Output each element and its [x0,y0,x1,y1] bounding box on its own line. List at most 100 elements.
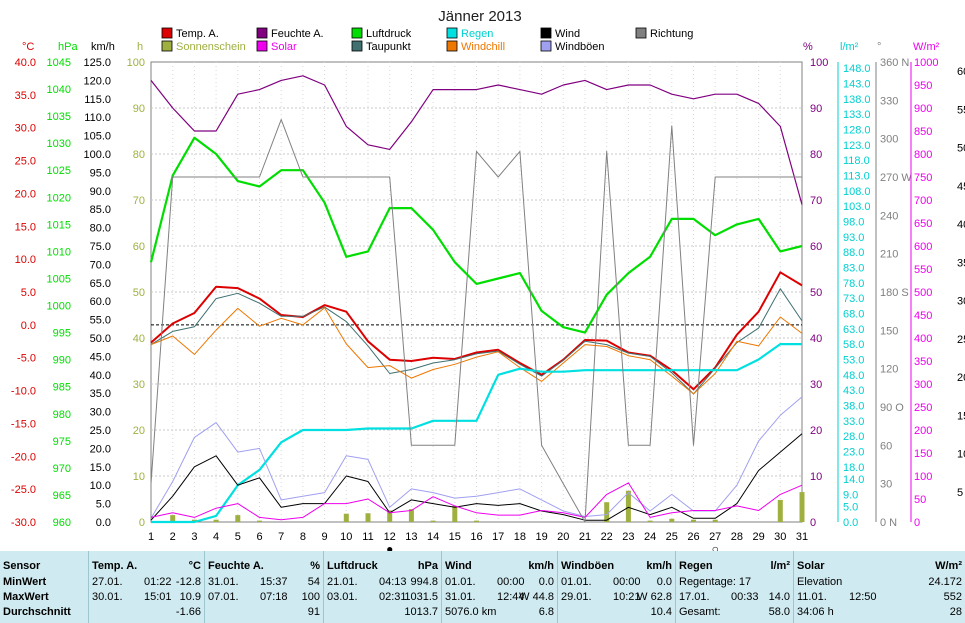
axis-tick-label: 0 N [880,517,897,529]
axis-tick-label: 65.0 [90,278,111,290]
legend-label: Temp. A. [176,28,219,40]
sunshine-bar [365,513,371,522]
axis-tick-label: 20 [133,425,145,437]
legend-swatch [635,27,647,39]
legend-label: Windchill [461,41,505,53]
axis-tick-label: 25.0 [15,156,36,168]
x-tick-label: 11 [362,531,373,543]
sunshine-bar [257,520,262,522]
axis-tick-label: 35 [957,257,965,269]
axis-tick-label: 123.0 [843,140,871,152]
axis-tick-label: 80.0 [90,223,111,235]
x-tick-label: 27 [709,531,721,543]
axis-tick-label: 40 [957,219,965,231]
axis-unit-label: % [803,41,813,53]
axis-tick-label: 100 [127,57,145,69]
stats-cell: 07.01. [208,591,239,603]
axis-tick-label: 83.0 [843,262,864,274]
axis-tick-label: 985 [53,382,71,394]
axis-tick-label: 80 [810,149,822,161]
axis-tick-label: 975 [53,436,71,448]
x-tick-label: 13 [405,531,417,543]
stats-row: 31.01. 12:44 W 44.8 [445,591,554,606]
stats-row: 27.01. 01:22 -12.8 [92,576,201,591]
axis-tick-label: 500 [914,287,932,299]
x-tick-label: 26 [687,531,699,543]
axis-tick-label: 60.0 [90,296,111,308]
stats-cell: Durchschnitt [3,606,71,618]
axis-tick-label: 650 [914,218,932,230]
axis-tick-label: 180 S [880,287,909,299]
stats-column-header: Wind km/h [445,560,554,572]
axis-tick-label: 28.0 [843,431,864,443]
axis-tick-label: 960 [53,517,71,529]
axis-tick-label: 360 N [880,57,909,69]
sunshine-bar [799,492,805,522]
axis-tick-label: 250 [914,402,932,414]
axis-tick-label: 60 [880,440,892,452]
axis-tick-label: 0.0 [843,517,858,529]
stats-column-header: Feuchte A.% [208,560,320,572]
stats-cell: 1013.7 [404,606,438,618]
series-line-regen [151,343,802,524]
monthly-weather-chart: Jänner 2013 Temp. A. Feuchte A. Luftdruck Re… [11,8,965,551]
legend-swatch [256,27,268,39]
axis-tick-label: 73.0 [843,293,864,305]
axis-tick-label: 900 [914,103,932,115]
stats-cell: 54 [307,576,320,588]
x-tick-label: 23 [622,531,634,543]
axis-tick-label: 143.0 [843,78,871,90]
stats-cell: 11.01. [797,591,827,603]
stats-cell: 31.01. [445,591,476,603]
axis-unit-label: hPa [58,41,78,53]
x-tick-label: 8 [300,531,306,543]
sunshine-bar [430,520,436,522]
legend-label: Richtung [650,28,693,40]
stats-cell: 10.9 [179,591,201,603]
stats-row: 01.01. 00:00 0.0 [561,576,672,591]
stats-cell: 17.01. [679,591,710,603]
chart-title: Jänner 2013 [438,8,521,25]
sunshine-bar [691,519,696,522]
x-tick-label: 29 [752,531,764,543]
axis-tick-label: 100 [914,471,932,483]
axis-tick-label: 950 [914,80,932,92]
stats-cell: 994.8 [410,576,438,588]
axis-tick-label: 600 [914,241,932,253]
axis-tick-label: 80 [133,149,145,161]
axis-tick-label: 70 [133,195,145,207]
axis-tick-label: 5.0 [96,499,111,511]
series-line-luftdruck [149,136,803,334]
axis-tick-label: -5.0 [17,353,36,365]
stats-cell: 07:18 [260,591,288,603]
axis-tick-label: 40 [810,333,822,345]
series-line-windchill [150,307,803,395]
axis-tick-label: 90 [133,103,145,115]
stats-cell: Gesamt: [679,606,721,618]
axis-tick-label: 60 [133,241,145,253]
stats-cell: MaxWert [3,591,49,603]
sunshine-bar [777,499,783,522]
axis-tick-label: 50 [810,287,822,299]
axis-tick-label: 40.0 [15,57,36,69]
axis-tick-label: 10 [133,471,145,483]
stats-cell: 34:06 h [797,606,834,618]
axis-tick-label: 55.0 [90,315,111,327]
stats-cell: 14.0 [768,591,790,603]
series-line-temp-a- [150,271,803,391]
axis-tick-label: 1000 [47,301,71,313]
axis-tick-label: 0 [139,517,145,529]
axis-tick-label: 30 [133,379,145,391]
stats-column-header: Temp. A. °C [92,560,201,572]
x-tick-label: 19 [535,531,547,543]
axis-tick-label: 15.0 [90,462,111,474]
sunshine-bar [625,490,631,522]
axis-tick-label: 300 [914,379,932,391]
stats-cell: 552 [943,591,962,603]
stats-cell: 00:00 [497,576,525,588]
stats-row: 29.01. 10:21 W 62.8 [561,591,672,606]
x-tick-label: 6 [256,531,262,543]
axis-unit-label: W/m² [913,41,940,53]
axis-tick-label: 550 [914,264,932,276]
stats-row: 34:06 h 28 [797,606,962,621]
